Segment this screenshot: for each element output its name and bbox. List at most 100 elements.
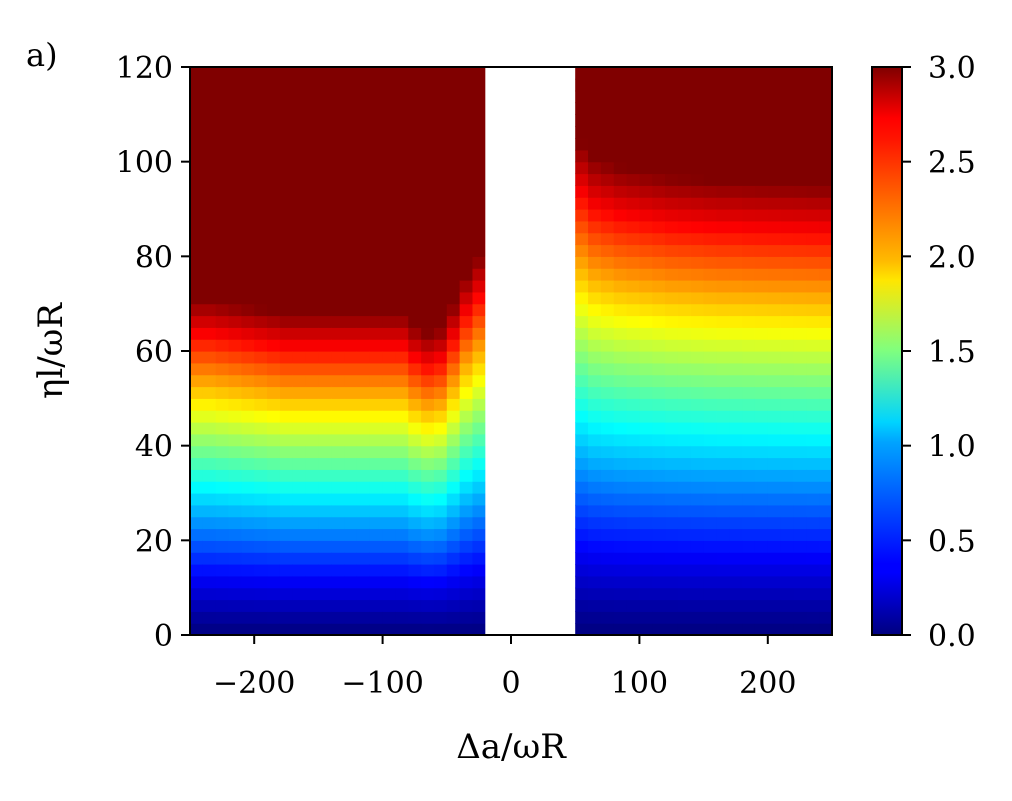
heatmap-cell xyxy=(690,493,705,506)
heatmap-cell xyxy=(716,457,730,470)
heatmap-cell xyxy=(716,386,730,399)
heatmap-cell xyxy=(472,516,486,530)
heatmap-cell xyxy=(754,291,769,305)
heatmap-cell xyxy=(318,611,332,624)
heatmap-cell xyxy=(395,516,409,530)
heatmap-cell xyxy=(215,327,230,340)
heatmap-cell xyxy=(690,623,705,636)
heatmap-cell xyxy=(652,138,666,151)
heatmap-cell xyxy=(780,575,795,589)
heatmap-cell xyxy=(626,575,640,589)
heatmap-cell xyxy=(665,197,679,210)
heatmap-cell xyxy=(729,528,743,541)
heatmap-cell xyxy=(202,493,217,506)
heatmap-cell xyxy=(446,291,461,305)
heatmap-cell xyxy=(241,599,255,612)
heatmap-cell xyxy=(292,67,307,80)
heatmap-cell xyxy=(421,422,435,435)
heatmap-cell xyxy=(703,114,718,127)
heatmap-cell xyxy=(665,575,679,589)
heatmap-cell xyxy=(267,102,281,115)
heatmap-cell xyxy=(613,623,628,636)
heatmap-cell xyxy=(742,339,756,352)
heatmap-cell xyxy=(677,564,692,577)
heatmap-cell xyxy=(254,280,268,293)
heatmap-cell xyxy=(806,564,820,577)
heatmap-cell xyxy=(729,197,743,210)
heatmap-cell xyxy=(215,291,230,305)
heatmap-cell xyxy=(665,493,679,506)
heatmap-cell xyxy=(575,67,589,80)
heatmap-cell xyxy=(421,161,435,175)
heatmap-cell xyxy=(677,161,692,175)
heatmap-cell xyxy=(472,173,486,186)
heatmap-cell xyxy=(806,481,820,494)
heatmap-cell xyxy=(729,374,743,388)
heatmap-cell xyxy=(228,504,242,518)
heatmap-cell xyxy=(395,220,409,234)
heatmap-cell xyxy=(382,564,397,577)
heatmap-cell xyxy=(716,469,730,482)
heatmap-cell xyxy=(806,410,820,423)
heatmap-cell xyxy=(793,149,807,163)
heatmap-cell xyxy=(382,303,397,317)
heatmap-cell xyxy=(767,623,782,636)
heatmap-cell xyxy=(742,220,756,234)
heatmap-cell xyxy=(292,540,307,553)
heatmap-cell xyxy=(626,173,640,186)
heatmap-cell xyxy=(806,386,820,399)
heatmap-cell xyxy=(305,410,319,423)
heatmap-cell xyxy=(382,540,397,553)
heatmap-cell xyxy=(267,540,281,553)
heatmap-cell xyxy=(369,611,384,624)
heatmap-cell xyxy=(780,67,795,80)
heatmap-cell xyxy=(254,138,268,151)
heatmap-cell xyxy=(356,564,371,577)
heatmap-cell xyxy=(267,291,281,305)
heatmap-cell xyxy=(382,220,397,234)
heatmap-cell xyxy=(190,410,204,423)
heatmap-cell xyxy=(459,209,474,222)
heatmap-cell xyxy=(742,291,756,305)
heatmap-cell xyxy=(331,138,345,151)
heatmap-cell xyxy=(613,445,628,459)
heatmap-cell xyxy=(395,599,409,612)
heatmap-cell xyxy=(344,197,358,210)
heatmap-cell xyxy=(331,102,345,115)
heatmap-cell xyxy=(780,469,795,482)
heatmap-cell xyxy=(254,351,268,364)
y-tick-label: 80 xyxy=(135,240,173,275)
heatmap-cell xyxy=(819,599,833,612)
heatmap-cell xyxy=(318,599,332,612)
heatmap-cell xyxy=(318,433,332,447)
heatmap-cell xyxy=(344,493,358,506)
heatmap-cell xyxy=(767,161,782,175)
heatmap-cell xyxy=(639,232,653,246)
x-axis-label: Δa/ωR xyxy=(456,727,567,767)
heatmap-cell xyxy=(408,291,422,305)
heatmap-cell xyxy=(754,410,769,423)
heatmap-cell xyxy=(305,575,319,589)
heatmap-cell xyxy=(665,481,679,494)
heatmap-cell xyxy=(652,232,666,246)
colorbar-tick-label: 1.0 xyxy=(928,430,976,465)
heatmap-cell xyxy=(677,280,692,293)
heatmap-cell xyxy=(305,102,319,115)
heatmap-cell xyxy=(331,493,345,506)
heatmap-cell xyxy=(267,90,281,104)
heatmap-cell xyxy=(369,291,384,305)
heatmap-cell xyxy=(472,78,486,92)
heatmap-cell xyxy=(279,173,294,186)
heatmap-cell xyxy=(575,504,589,518)
heatmap-cell xyxy=(600,102,615,115)
heatmap-cell xyxy=(806,540,820,553)
heatmap-cell xyxy=(267,386,281,399)
heatmap-cell xyxy=(690,149,705,163)
heatmap-cell xyxy=(767,493,782,506)
heatmap-cell xyxy=(356,540,371,553)
heatmap-cell xyxy=(292,161,307,175)
heatmap-cell xyxy=(292,303,307,317)
heatmap-cell xyxy=(215,102,230,115)
heatmap-cell xyxy=(600,410,615,423)
heatmap-cell xyxy=(729,291,743,305)
